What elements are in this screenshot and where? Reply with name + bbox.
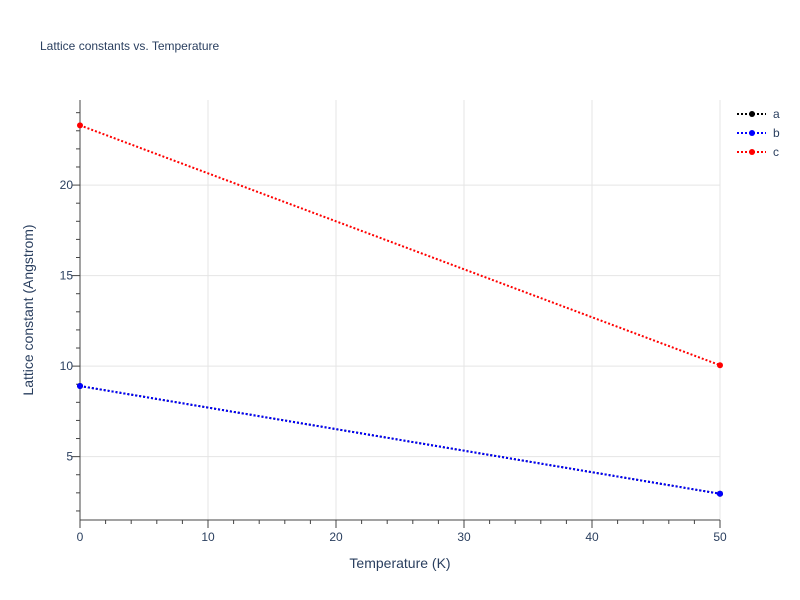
y-tick-label: 15 (60, 269, 74, 283)
series-line-c (79, 124, 721, 367)
data-point-c (77, 122, 83, 129)
chart-title: Lattice constants vs. Temperature (40, 39, 220, 53)
axes: 0 10 20 30 40 50 5 10 15 20 (60, 100, 727, 544)
legend: abc (737, 107, 780, 159)
x-axis-title: Temperature (K) (349, 555, 450, 571)
x-tick-label: 10 (201, 530, 215, 544)
legend-marker-b (749, 130, 755, 136)
legend-label-b: b (773, 126, 780, 140)
series-line-b (79, 385, 721, 495)
legend-label-c: c (773, 145, 779, 159)
grid-lines (80, 100, 721, 520)
x-tick-label: 30 (457, 530, 471, 544)
y-axis-title: Lattice constant (Angstrom) (20, 224, 36, 395)
y-tick-label: 20 (60, 178, 74, 192)
x-tick-label: 50 (713, 530, 727, 544)
legend-marker-c (749, 149, 755, 155)
data-point-c (717, 362, 723, 369)
x-tick-label: 0 (77, 530, 84, 544)
series-lines (77, 122, 723, 497)
data-point-b (717, 490, 723, 497)
x-tick-label: 20 (329, 530, 343, 544)
legend-marker-a (749, 111, 755, 117)
y-tick-label: 10 (60, 359, 74, 373)
data-point-b (77, 383, 83, 390)
y-tick-label: 5 (66, 450, 73, 464)
legend-label-a: a (773, 107, 780, 121)
x-tick-label: 40 (585, 530, 599, 544)
